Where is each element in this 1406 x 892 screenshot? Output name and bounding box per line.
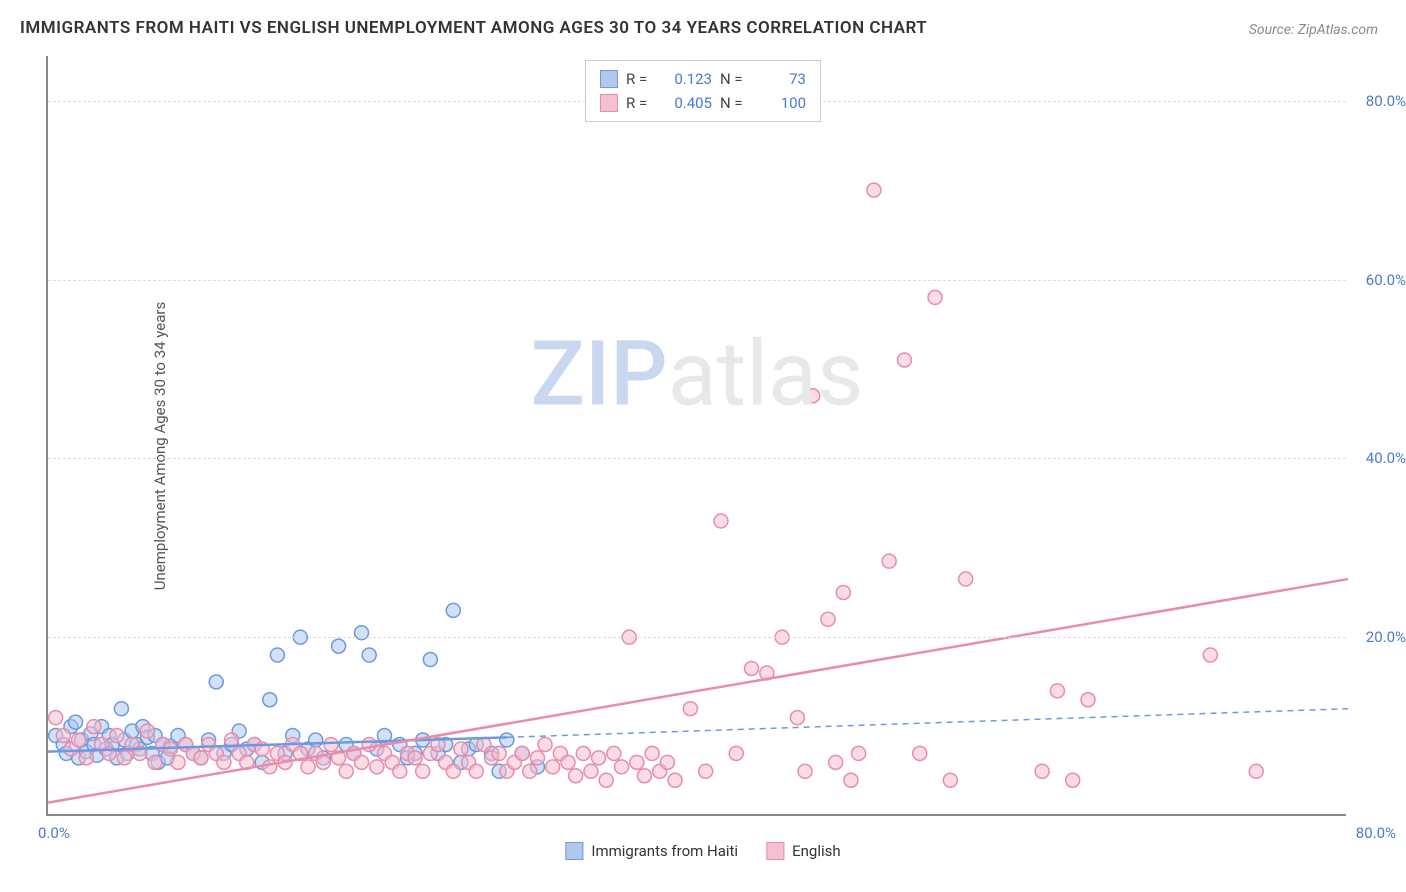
y-tick-label: 40.0% — [1351, 449, 1406, 467]
swatch-english-icon — [766, 842, 784, 860]
x-tick-max: 80.0% — [1356, 824, 1396, 842]
source-attribution: Source: ZipAtlas.com — [1249, 22, 1378, 38]
series-legend: Immigrants from Haiti English — [565, 842, 840, 860]
english-r-value: 0.405 — [660, 94, 712, 112]
legend-item-english: English — [766, 842, 841, 860]
y-tick-label: 80.0% — [1351, 92, 1406, 110]
gridline — [48, 458, 1346, 459]
legend-item-haiti: Immigrants from Haiti — [565, 842, 738, 860]
scatter-svg — [48, 56, 1346, 814]
haiti-r-value: 0.123 — [660, 70, 712, 88]
n-label: N = — [720, 70, 746, 88]
x-tick-min: 0.0% — [38, 824, 70, 842]
swatch-english-icon — [600, 94, 618, 112]
gridline — [48, 280, 1346, 281]
plot-area: ZIPatlas 0.0% 80.0% 20.0%40.0%60.0%80.0% — [46, 56, 1346, 816]
swatch-haiti-icon — [565, 842, 583, 860]
english-n-value: 100 — [754, 94, 806, 112]
legend-row-english: R = 0.405 N = 100 — [600, 91, 806, 115]
r-label: R = — [626, 94, 652, 112]
n-label: N = — [720, 94, 746, 112]
y-tick-label: 20.0% — [1351, 628, 1406, 646]
chart-title: IMMIGRANTS FROM HAITI VS ENGLISH UNEMPLO… — [20, 18, 927, 38]
haiti-n-value: 73 — [754, 70, 806, 88]
y-tick-label: 60.0% — [1351, 271, 1406, 289]
r-label: R = — [626, 70, 652, 88]
swatch-haiti-icon — [600, 70, 618, 88]
legend-label-english: English — [792, 842, 841, 860]
legend-row-haiti: R = 0.123 N = 73 — [600, 67, 806, 91]
correlation-legend: R = 0.123 N = 73 R = 0.405 N = 100 — [585, 60, 821, 122]
legend-label-haiti: Immigrants from Haiti — [591, 842, 738, 860]
gridline — [48, 637, 1346, 638]
